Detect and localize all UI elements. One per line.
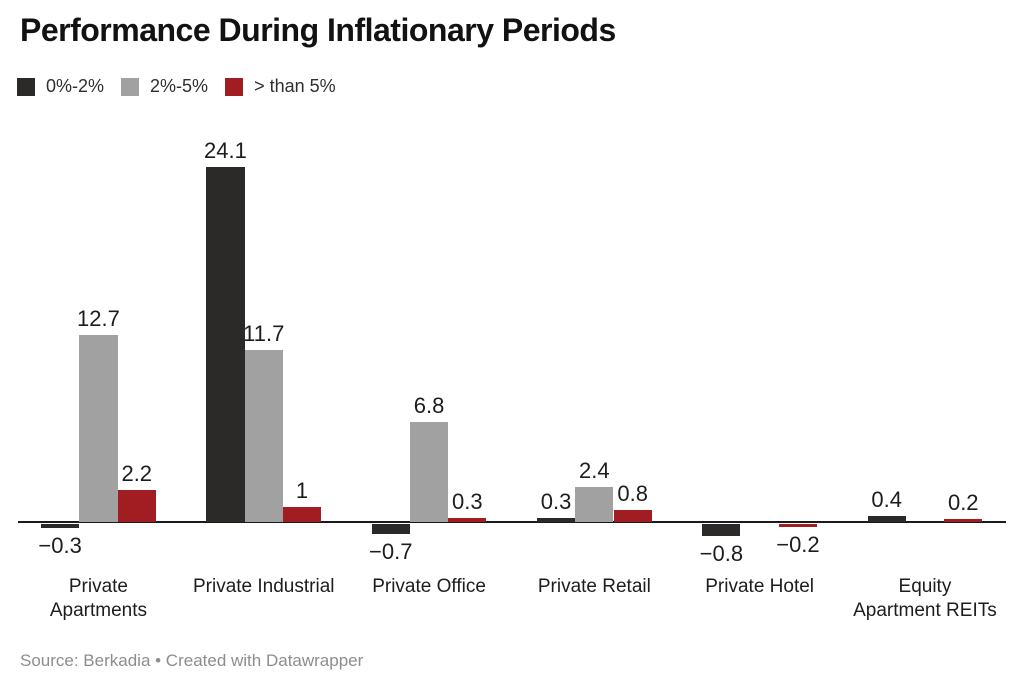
value-label: 11.7: [243, 320, 285, 346]
bar-2%-5%-private-retail: [575, 486, 614, 522]
value-label: 2.4: [579, 457, 610, 483]
legend-label: 2%-5%: [150, 76, 209, 96]
value-label: 0.3: [540, 488, 572, 514]
x-axis-baseline: [18, 521, 1006, 523]
value-label: −0.2: [776, 531, 820, 557]
legend-label: > than 5%: [254, 76, 336, 96]
category-label: Private Industrial: [192, 576, 335, 597]
legend-item: 2%-5%: [121, 76, 208, 97]
legend-label: 0%-2%: [46, 76, 105, 96]
bar-0%-2%-private-office: [371, 524, 410, 535]
category-label: Private Office: [372, 576, 486, 597]
bar-0%-2%-private-apartments: [41, 524, 80, 529]
bar-> than 5%-private-apartments: [117, 489, 156, 522]
legend-swatch-icon: [17, 77, 35, 96]
bar-2%-5%-private-industrial: [244, 349, 283, 522]
bar-2%-5%-private-apartments: [79, 335, 118, 522]
value-label: 12.7: [77, 306, 120, 332]
category-label: Private Hotel: [705, 576, 815, 597]
value-label: 0.3: [452, 488, 483, 514]
legend-item: > than 5%: [225, 76, 336, 97]
bar-0%-2%-equity-apartment-reits: [867, 516, 906, 522]
bar-0%-2%-private-industrial: [206, 167, 245, 522]
bar-0%-2%-private-hotel: [702, 524, 741, 536]
source-footer: Source: Berkadia • Created with Datawrap…: [20, 651, 363, 671]
value-label: 0.2: [947, 490, 979, 516]
category-label: Private Apartments: [49, 576, 148, 621]
bar-> than 5%-private-office: [448, 517, 487, 522]
value-label: −0.7: [369, 539, 413, 565]
value-label: 0.4: [871, 487, 902, 513]
bar-> than 5%-private-hotel: [778, 524, 818, 527]
category-label: Equity Apartment REITs: [853, 576, 997, 621]
legend: 0%-2% 2%-5% > than 5%: [17, 76, 336, 97]
value-label: 0.8: [617, 481, 648, 507]
bar-> than 5%-private-retail: [613, 510, 652, 522]
category-label: Private Retail: [537, 576, 651, 597]
value-label: 1: [295, 478, 309, 504]
value-label: 2.2: [121, 460, 153, 486]
value-label: −0.3: [38, 533, 82, 559]
legend-swatch-icon: [121, 77, 140, 96]
bar-> than 5%-equity-apartment-reits: [944, 519, 983, 522]
legend-swatch-icon: [225, 77, 244, 96]
bar-> than 5%-private-industrial: [282, 507, 322, 522]
value-label: −0.8: [699, 540, 744, 566]
value-label: 24.1: [204, 138, 247, 164]
legend-item: 0%-2%: [17, 76, 104, 97]
source-text: Source: Berkadia • Created with Datawrap…: [20, 651, 364, 670]
chart-title: Performance During Inflationary Periods: [20, 12, 616, 48]
value-label: 6.8: [413, 392, 445, 418]
bar-2%-5%-private-office: [409, 421, 449, 522]
bar-0%-2%-private-retail: [536, 517, 576, 522]
